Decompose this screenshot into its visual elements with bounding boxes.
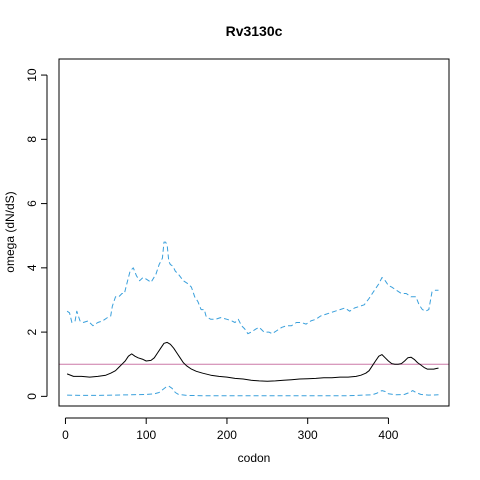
x-tick-label: 400 bbox=[378, 428, 398, 442]
chart-title: Rv3130c bbox=[226, 23, 283, 39]
y-tick-label: 10 bbox=[25, 68, 39, 82]
x-tick-label: 100 bbox=[136, 428, 156, 442]
plot-frame bbox=[58, 58, 450, 407]
x-tick-label: 0 bbox=[62, 428, 69, 442]
x-tick-label: 300 bbox=[298, 428, 318, 442]
y-tick-label: 8 bbox=[25, 136, 39, 143]
y-axis-label: omega (dN/dS) bbox=[3, 191, 17, 272]
series-line-1 bbox=[66, 241, 439, 335]
y-tick-label: 6 bbox=[25, 200, 39, 207]
x-axis-label: codon bbox=[238, 451, 271, 465]
y-tick-label: 0 bbox=[25, 393, 39, 400]
series-line-2 bbox=[66, 341, 439, 382]
x-tick-label: 200 bbox=[217, 428, 237, 442]
series-line-3 bbox=[67, 385, 439, 397]
y-tick-label: 4 bbox=[25, 264, 39, 271]
y-tick-label: 2 bbox=[25, 328, 39, 335]
